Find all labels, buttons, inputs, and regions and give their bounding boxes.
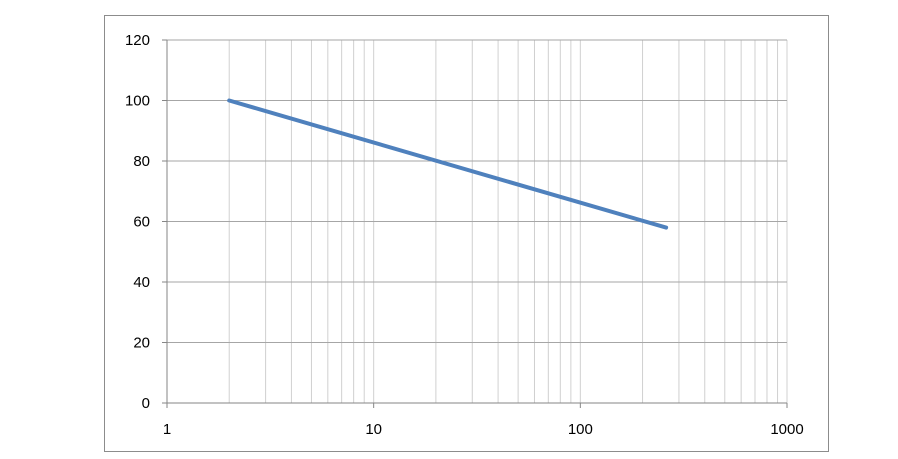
x-tick-labels: 1 10 100 1000 xyxy=(163,421,804,438)
y-tick-label: 120 xyxy=(125,32,150,49)
y-tick-labels: 0 20 40 60 80 100 120 xyxy=(125,32,150,412)
y-tick-label: 60 xyxy=(133,214,150,231)
axes xyxy=(162,39,788,408)
x-tick-label: 100 xyxy=(568,421,593,438)
chart-frame xyxy=(104,15,829,452)
y-tick-label: 20 xyxy=(133,335,150,352)
x-tick-label: 1000 xyxy=(770,421,803,438)
x-tick-label: 1 xyxy=(163,421,171,438)
y-tick-label: 100 xyxy=(125,93,150,110)
y-tick-label: 40 xyxy=(133,274,150,291)
y-tick-label: 80 xyxy=(133,153,150,170)
series-group xyxy=(227,98,669,230)
x-tick-label: 10 xyxy=(365,421,382,438)
grid-lines xyxy=(167,39,788,403)
y-tick-label: 0 xyxy=(142,395,150,412)
series-line xyxy=(227,98,669,230)
